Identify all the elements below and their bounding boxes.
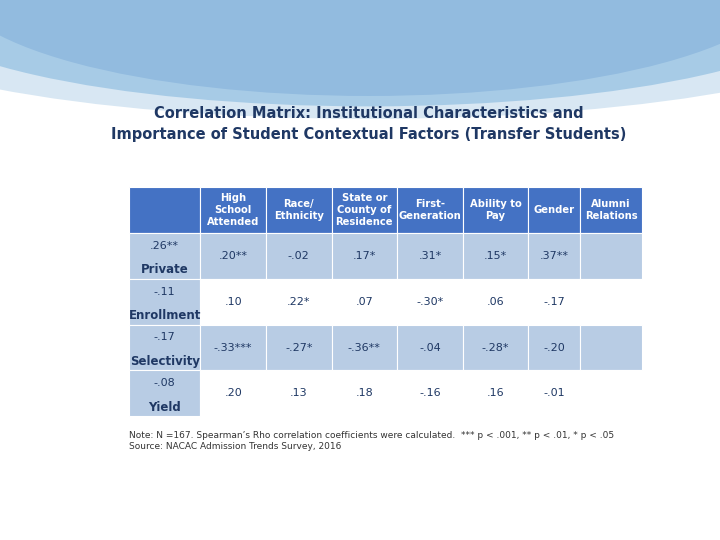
Text: .07: .07: [356, 297, 373, 307]
Text: .20: .20: [225, 388, 242, 399]
Text: Note: N =167. Spearman’s Rho correlation coefficients were calculated.  *** p < : Note: N =167. Spearman’s Rho correlation…: [129, 431, 614, 451]
FancyBboxPatch shape: [397, 325, 463, 370]
FancyBboxPatch shape: [129, 279, 200, 325]
FancyBboxPatch shape: [463, 187, 528, 233]
Text: -.17: -.17: [543, 297, 565, 307]
FancyBboxPatch shape: [331, 279, 397, 325]
FancyBboxPatch shape: [266, 279, 331, 325]
FancyBboxPatch shape: [200, 325, 266, 370]
FancyBboxPatch shape: [266, 325, 331, 370]
Text: -.01: -.01: [543, 388, 564, 399]
Text: Race/
Ethnicity: Race/ Ethnicity: [274, 199, 324, 221]
FancyBboxPatch shape: [397, 233, 463, 279]
Text: -.11: -.11: [154, 287, 176, 297]
Text: -.27*: -.27*: [285, 342, 312, 353]
Text: .20**: .20**: [219, 251, 248, 261]
Text: .15*: .15*: [484, 251, 507, 261]
Text: -.04: -.04: [419, 342, 441, 353]
Text: Alumni
Relations: Alumni Relations: [585, 199, 637, 221]
FancyBboxPatch shape: [266, 233, 331, 279]
FancyBboxPatch shape: [331, 233, 397, 279]
Text: State or
County of
Residence: State or County of Residence: [336, 193, 393, 227]
FancyBboxPatch shape: [200, 187, 266, 233]
FancyBboxPatch shape: [463, 325, 528, 370]
Text: -.08: -.08: [154, 378, 176, 388]
Text: -.28*: -.28*: [482, 342, 509, 353]
FancyBboxPatch shape: [200, 233, 266, 279]
FancyBboxPatch shape: [463, 279, 528, 325]
Text: Gender: Gender: [534, 205, 575, 215]
Text: .18: .18: [356, 388, 373, 399]
Ellipse shape: [0, 0, 720, 96]
FancyBboxPatch shape: [397, 370, 463, 416]
FancyBboxPatch shape: [580, 370, 642, 416]
FancyBboxPatch shape: [397, 187, 463, 233]
Text: Selectivity: Selectivity: [130, 355, 199, 368]
FancyBboxPatch shape: [331, 325, 397, 370]
FancyBboxPatch shape: [397, 279, 463, 325]
Ellipse shape: [0, 0, 720, 106]
FancyBboxPatch shape: [580, 279, 642, 325]
Text: .16: .16: [487, 388, 504, 399]
FancyBboxPatch shape: [528, 187, 580, 233]
Text: .22*: .22*: [287, 297, 310, 307]
Text: .26**: .26**: [150, 241, 179, 251]
Text: Private: Private: [141, 264, 189, 276]
Text: Yield: Yield: [148, 401, 181, 414]
FancyBboxPatch shape: [331, 370, 397, 416]
Text: -.36**: -.36**: [348, 342, 381, 353]
FancyBboxPatch shape: [528, 233, 580, 279]
Text: .10: .10: [225, 297, 242, 307]
Text: -.33***: -.33***: [214, 342, 253, 353]
Text: -.02: -.02: [288, 251, 310, 261]
FancyBboxPatch shape: [463, 370, 528, 416]
Text: -.16: -.16: [419, 388, 441, 399]
FancyBboxPatch shape: [528, 370, 580, 416]
FancyBboxPatch shape: [580, 325, 642, 370]
Text: High
School
Attended: High School Attended: [207, 193, 259, 227]
FancyBboxPatch shape: [129, 187, 200, 233]
Text: Enrollment: Enrollment: [129, 309, 201, 322]
FancyBboxPatch shape: [266, 370, 331, 416]
FancyBboxPatch shape: [266, 187, 331, 233]
FancyBboxPatch shape: [129, 325, 200, 370]
FancyBboxPatch shape: [200, 370, 266, 416]
Text: Correlation Matrix: Institutional Characteristics and
Importance of Student Cont: Correlation Matrix: Institutional Charac…: [112, 106, 626, 143]
FancyBboxPatch shape: [129, 233, 200, 279]
Text: Ability to
Pay: Ability to Pay: [469, 199, 521, 221]
FancyBboxPatch shape: [331, 187, 397, 233]
Text: .06: .06: [487, 297, 504, 307]
Text: -.30*: -.30*: [416, 297, 444, 307]
Text: .13: .13: [290, 388, 307, 399]
FancyBboxPatch shape: [200, 279, 266, 325]
Text: -.20: -.20: [543, 342, 565, 353]
Text: -.17: -.17: [154, 333, 176, 342]
FancyBboxPatch shape: [528, 279, 580, 325]
Text: .37**: .37**: [539, 251, 569, 261]
Text: First-
Generation: First- Generation: [399, 199, 462, 221]
FancyBboxPatch shape: [580, 233, 642, 279]
FancyBboxPatch shape: [129, 370, 200, 416]
Text: .31*: .31*: [418, 251, 441, 261]
FancyBboxPatch shape: [580, 187, 642, 233]
Text: .17*: .17*: [353, 251, 376, 261]
FancyBboxPatch shape: [463, 233, 528, 279]
Ellipse shape: [0, 0, 720, 119]
FancyBboxPatch shape: [528, 325, 580, 370]
